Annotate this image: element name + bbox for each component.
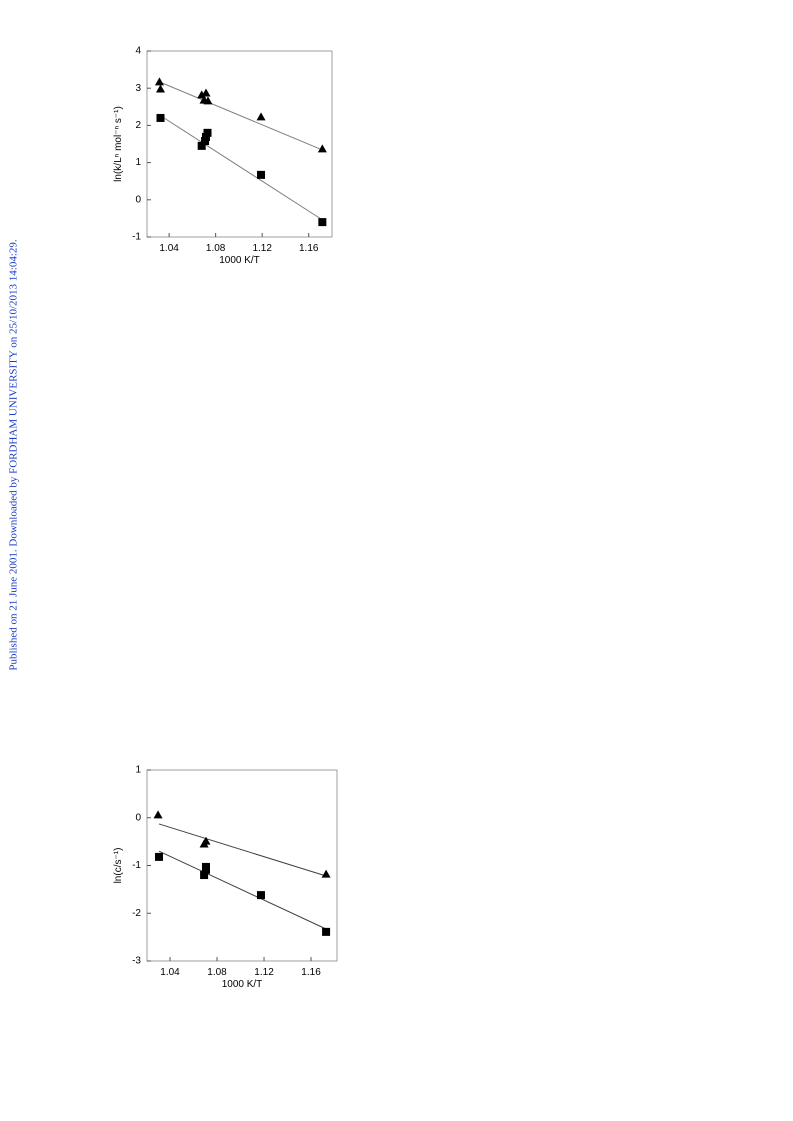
triangle-point xyxy=(256,112,266,121)
x-axis-title: 1000 K/T xyxy=(219,255,260,266)
triangle-point xyxy=(201,836,211,845)
y-tick-label: -2 xyxy=(132,908,141,919)
square-point xyxy=(322,927,331,936)
triangle-point xyxy=(153,810,163,819)
y-tick-label: 2 xyxy=(135,120,141,131)
square-point xyxy=(197,141,206,150)
y-tick-label: 1 xyxy=(135,765,141,776)
triangle-point xyxy=(154,77,164,86)
y-tick-label: -1 xyxy=(132,860,141,871)
fit-line xyxy=(159,114,323,221)
square-point xyxy=(156,113,165,122)
square-point xyxy=(201,132,210,141)
y-tick-label: 0 xyxy=(135,812,141,823)
x-axis-title: 1000 K/T xyxy=(222,979,263,990)
x-tick-label: 1.04 xyxy=(159,243,179,254)
square-point xyxy=(154,852,163,861)
y-tick-label: -1 xyxy=(132,232,141,243)
triangle-point xyxy=(203,96,213,105)
plot-frame xyxy=(146,769,338,962)
sidebar-note: Published on 21 June 2001. Downloaded by… xyxy=(8,239,20,671)
x-tick-label: 1.12 xyxy=(252,243,272,254)
x-tick-label: 1.12 xyxy=(254,967,274,978)
y-axis-title: ln(c/s⁻¹) xyxy=(113,848,124,884)
square-point xyxy=(201,865,210,874)
plot-frame xyxy=(146,50,333,238)
x-tick-label: 1.16 xyxy=(301,967,321,978)
x-tick-label: 1.04 xyxy=(160,967,180,978)
y-tick-label: 0 xyxy=(135,194,141,205)
fit-line xyxy=(159,81,323,151)
square-point xyxy=(200,871,209,880)
fit-line xyxy=(158,850,327,930)
y-tick-label: 4 xyxy=(135,46,141,57)
x-tick-label: 1.16 xyxy=(299,243,319,254)
square-point xyxy=(256,891,265,900)
square-point xyxy=(257,170,266,179)
x-tick-label: 1.08 xyxy=(207,967,227,978)
fit-line xyxy=(158,823,327,877)
x-tick-label: 1.08 xyxy=(206,243,226,254)
y-tick-label: 1 xyxy=(135,157,141,168)
triangle-point xyxy=(321,869,331,878)
y-axis-title: ln(k/Lⁿ mol⁻ⁿ s⁻¹) xyxy=(113,106,124,182)
square-point xyxy=(203,128,212,137)
y-tick-label: -3 xyxy=(132,956,141,967)
square-point xyxy=(318,218,327,227)
y-tick-label: 3 xyxy=(135,83,141,94)
triangle-point xyxy=(317,144,327,153)
square-point xyxy=(201,137,210,146)
triangle-point xyxy=(201,88,211,97)
triangle-point xyxy=(155,84,165,93)
